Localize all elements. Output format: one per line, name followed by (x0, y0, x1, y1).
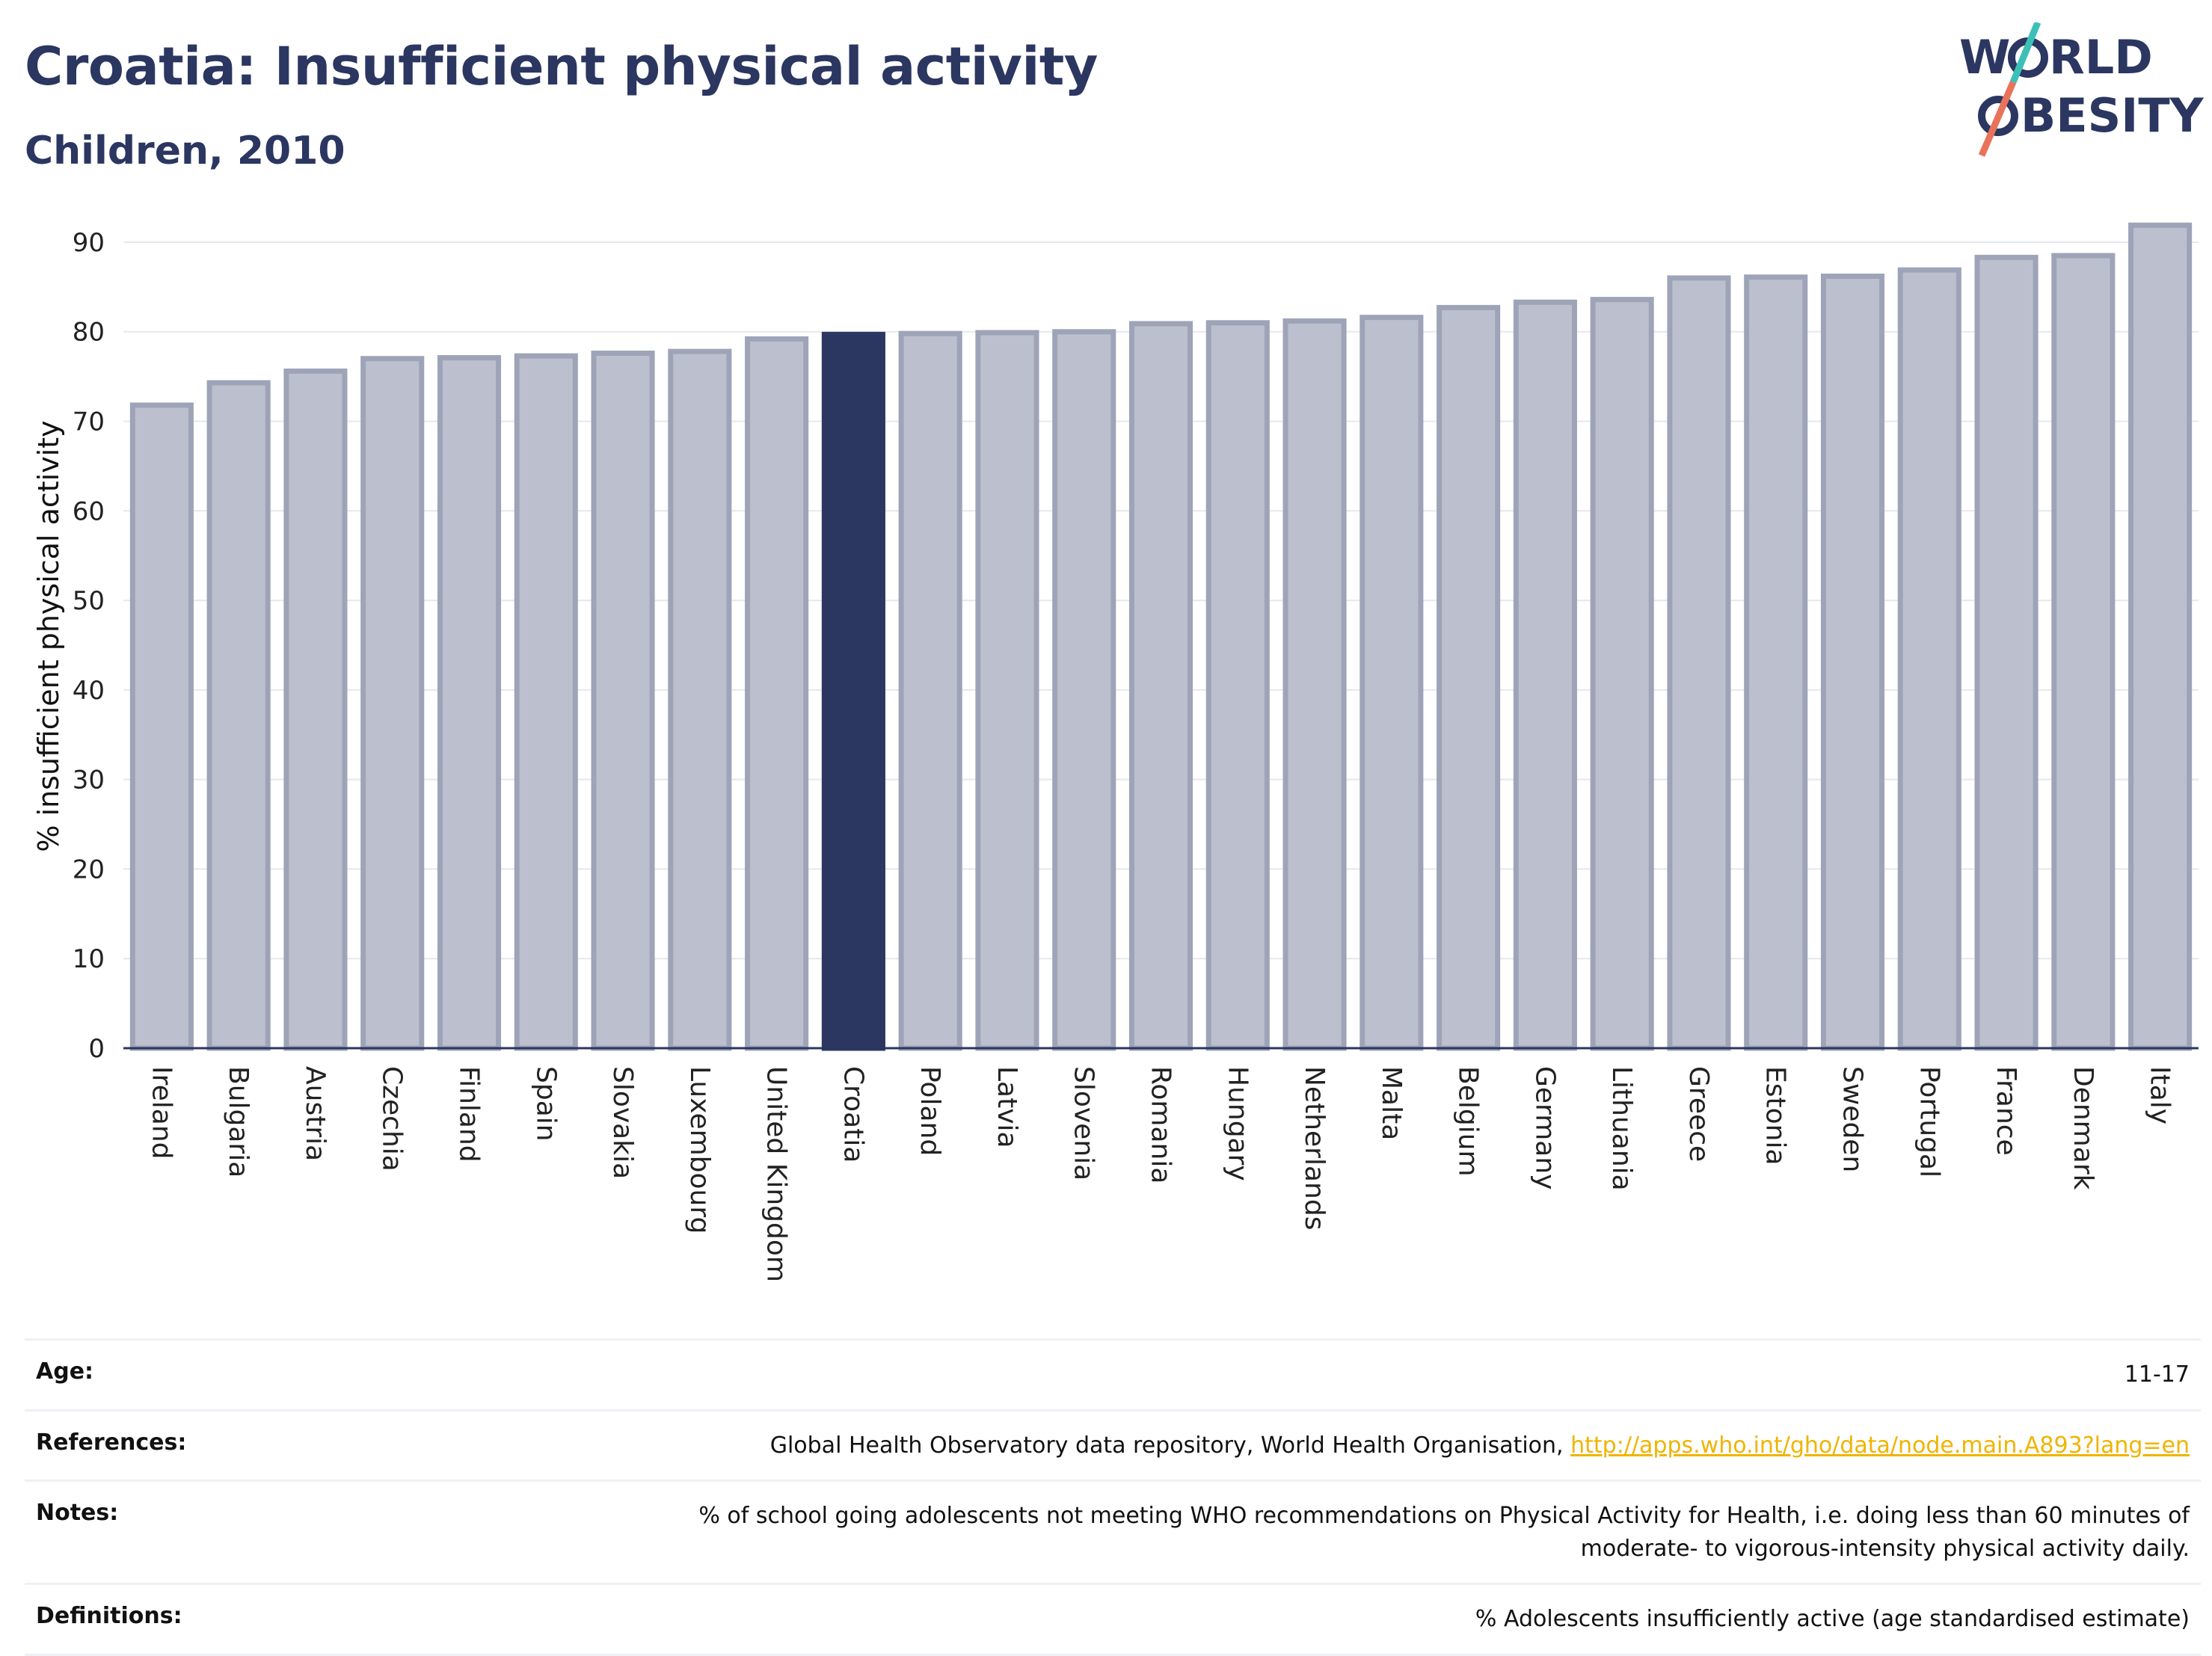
age-value: 11-17 (2124, 1361, 2190, 1388)
world-obesity-logo: W RLD BESITY (1959, 22, 2205, 157)
x-tick-label: Austria (300, 1066, 331, 1161)
bar-belgium (1437, 304, 1501, 1051)
definitions-label: Definitions: (36, 1603, 182, 1629)
svg-text:W: W (1959, 30, 2010, 84)
x-tick-label: United Kingdom (761, 1066, 792, 1282)
bar-denmark (2051, 253, 2116, 1051)
bar-italy (2128, 222, 2193, 1051)
bar-czechia (360, 356, 425, 1051)
x-tick-label: Poland (915, 1066, 945, 1156)
bar-germany (1513, 299, 1577, 1051)
x-tick-label: Portugal (1914, 1066, 1944, 1178)
x-tick-label: Greece (1683, 1066, 1714, 1162)
bar-austria (283, 368, 348, 1051)
definitions-value: % Adolescents insufficiently active (age… (1475, 1606, 2190, 1632)
bar-hungary (1205, 320, 1270, 1051)
y-tick-label: 30 (73, 766, 105, 795)
y-tick-label: 80 (73, 318, 105, 348)
references-label: References: (36, 1429, 187, 1456)
x-tick-label: Estonia (1760, 1066, 1791, 1166)
meta-row-references: References: Global Health Observatory da… (25, 1409, 2201, 1480)
x-tick-label: Ireland (146, 1066, 176, 1160)
x-tick-label: Czechia (377, 1066, 408, 1172)
x-tick-label: Luxembourg (684, 1066, 715, 1234)
bar-portugal (1897, 267, 1961, 1051)
x-tick-label: Croatia (838, 1066, 868, 1163)
bar-bulgaria (206, 380, 271, 1051)
x-tick-label: Slovenia (1069, 1066, 1099, 1181)
x-tick-label: Denmark (2068, 1066, 2098, 1190)
metadata-table: Age: 11-17 References: Global Health Obs… (25, 1338, 2201, 1656)
notes-value: % of school going adolescents not meetin… (698, 1500, 2190, 1565)
bar-slovenia (1052, 329, 1116, 1051)
bar-luxembourg (668, 348, 732, 1051)
notes-label: Notes: (36, 1500, 119, 1526)
page-subtitle: Children, 2010 (25, 129, 345, 173)
y-tick-label: 40 (73, 676, 105, 706)
x-tick-label: Hungary (1222, 1066, 1253, 1181)
x-tick-label: Germany (1529, 1066, 1560, 1189)
meta-row-notes: Notes: % of school going adolescents not… (25, 1480, 2201, 1583)
svg-text:RLD: RLD (2049, 30, 2153, 84)
bar-netherlands (1282, 318, 1347, 1051)
y-tick-label: 50 (73, 586, 105, 616)
bar-france (1974, 254, 2039, 1051)
bar-spain (514, 353, 578, 1051)
bar-sweden (1820, 273, 1885, 1051)
y-tick-label: 90 (73, 228, 105, 258)
bar-lithuania (1590, 297, 1654, 1051)
x-tick-label: Italy (2145, 1066, 2175, 1124)
age-label: Age: (36, 1358, 94, 1385)
page-title: Croatia: Insufficient physical activity (25, 36, 1098, 97)
bar-greece (1667, 275, 1731, 1051)
references-text: Global Health Observatory data repositor… (769, 1432, 1564, 1459)
x-tick-label: Malta (1376, 1066, 1407, 1140)
x-tick-label: Sweden (1837, 1066, 1868, 1172)
x-tick-label: Romania (1146, 1066, 1176, 1183)
x-tick-label: Bulgaria (223, 1066, 254, 1178)
bar-estonia (1744, 274, 1808, 1051)
x-tick-label: Netherlands (1299, 1066, 1330, 1230)
svg-text:BESITY: BESITY (2021, 88, 2205, 143)
y-tick-label: 60 (73, 496, 105, 526)
bar-slovakia (591, 350, 655, 1051)
references-link[interactable]: http://apps.who.int/gho/data/node.main.A… (1570, 1432, 2190, 1459)
notes-line-2: moderate- to vigorous-intensity physical… (1580, 1535, 2190, 1562)
bar-malta (1360, 315, 1424, 1051)
y-tick-label: 0 (88, 1034, 105, 1064)
x-tick-label: Lithuania (1606, 1066, 1637, 1191)
bar-ireland (129, 402, 194, 1051)
bar-chart: 0 10 20 30 40 50 60 70 80 90 % insufficient physic… (32, 222, 2199, 1282)
x-tick-label: Slovakia (607, 1066, 638, 1179)
bar-latvia (975, 330, 1039, 1051)
y-tick-label: 10 (73, 944, 105, 974)
bar-poland (898, 330, 962, 1051)
bar-united-kingdom (745, 336, 809, 1051)
references-value: Global Health Observatory data repositor… (770, 1429, 2190, 1462)
meta-row-definitions: Definitions: % Adolescents insufficientl… (25, 1583, 2201, 1656)
meta-row-age: Age: 11-17 (25, 1338, 2201, 1409)
x-tick-label: Finland (454, 1066, 485, 1163)
x-tick-label: Spain (530, 1066, 561, 1142)
x-tick-label: Latvia (992, 1066, 1022, 1148)
bar-romania (1128, 321, 1193, 1051)
y-tick-label: 70 (73, 407, 105, 437)
x-tick-label: Belgium (1453, 1066, 1484, 1177)
notes-line-1: % of school going adolescents not meetin… (698, 1503, 2190, 1529)
x-tick-label: France (1991, 1066, 2021, 1156)
y-axis-label: % insufficient physical activity (32, 420, 65, 852)
bar-finland (437, 354, 502, 1051)
bar-croatia (821, 331, 885, 1051)
y-tick-label: 20 (73, 855, 105, 884)
